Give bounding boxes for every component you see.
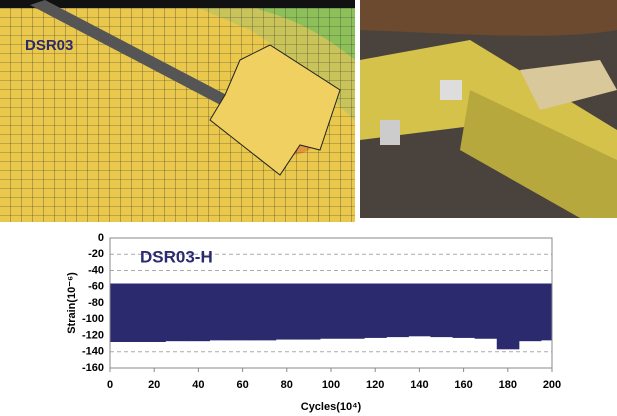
range-bar [121, 283, 144, 342]
range-bar [408, 283, 431, 337]
range-bar [297, 283, 321, 340]
x-tick-label: 20 [148, 379, 160, 391]
y-axis-label: Strain(10⁻⁶) [66, 272, 78, 334]
x-tick-label: 180 [499, 379, 517, 391]
x-tick-label: 40 [192, 379, 204, 391]
y-tick-label: -20 [88, 248, 104, 260]
x-tick-label: 120 [366, 379, 384, 391]
range-bar [187, 283, 210, 342]
x-tick-label: 200 [543, 379, 561, 391]
x-tick-label: 80 [281, 379, 293, 391]
range-bar [143, 283, 166, 342]
range-bar [474, 283, 498, 339]
x-tick-label: 100 [322, 379, 340, 391]
range-bar [518, 283, 542, 342]
image-label: DSR03 [25, 37, 73, 54]
x-tick-label: 0 [107, 379, 113, 391]
y-tick-label: -60 [88, 281, 104, 293]
chart-title: DSR03-H [140, 247, 213, 266]
range-bar [231, 283, 255, 341]
range-bar [364, 283, 387, 338]
x-tick-label: 160 [454, 379, 472, 391]
y-tick-label: -80 [88, 297, 104, 309]
range-bar [165, 283, 188, 342]
y-tick-label: -160 [82, 362, 104, 374]
photo-image [360, 0, 617, 218]
range-band [110, 283, 552, 350]
range-bar [209, 283, 233, 341]
range-bar [430, 283, 454, 338]
range-bar [496, 283, 520, 350]
y-tick-label: -40 [88, 264, 104, 276]
x-axis-label: Cycles(10⁴) [301, 401, 362, 413]
fe-model-image: DSR03 [0, 0, 355, 222]
range-bar [342, 283, 365, 339]
x-tick-label: 140 [410, 379, 428, 391]
range-bar [319, 283, 343, 339]
plot-border [109, 237, 553, 369]
range-bar [452, 283, 476, 338]
y-tick-label: -100 [82, 313, 104, 325]
range-bar [540, 283, 552, 341]
range-bar [386, 283, 409, 338]
y-tick-label: -120 [82, 329, 104, 341]
y-tick-label: 0 [98, 232, 104, 244]
range-bar [275, 283, 299, 340]
range-bar [253, 283, 277, 341]
range-bar [110, 283, 122, 342]
x-tick-label: 60 [236, 379, 248, 391]
y-tick-label: -140 [82, 346, 104, 358]
